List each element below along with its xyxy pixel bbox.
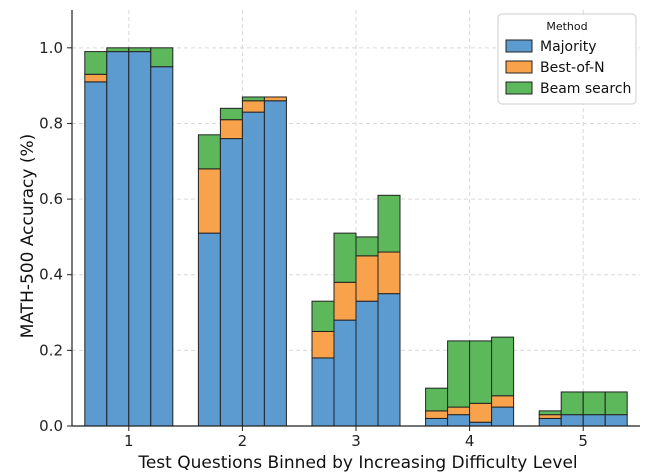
bar-segment-best-of-n xyxy=(311,330,335,359)
bar-segment-majority xyxy=(197,232,221,427)
x-tick-label: 2 xyxy=(238,432,248,450)
legend-swatch xyxy=(505,39,533,53)
bar-segment-best-of-n xyxy=(355,255,379,302)
x-tick-label: 4 xyxy=(465,432,475,450)
legend-title: Method xyxy=(546,20,587,33)
bar-segment-best-of-n xyxy=(538,414,562,419)
x-tick-label: 1 xyxy=(124,432,134,450)
y-tick-label: 0.4 xyxy=(39,266,63,284)
bar-segment-beam-search xyxy=(538,410,562,416)
bar-segment-majority xyxy=(491,406,515,427)
bar-segment-best-of-n xyxy=(377,251,401,295)
bar-segment-beam-search xyxy=(469,340,493,404)
bar-segment-majority xyxy=(538,417,562,427)
bar-segment-best-of-n xyxy=(469,402,493,423)
y-tick-label: 0.8 xyxy=(39,114,63,132)
y-tick-label: 1.0 xyxy=(39,39,63,57)
bar-segment-majority xyxy=(604,414,628,427)
bar-segment-majority xyxy=(128,51,152,427)
legend: Method Majority Best-of-N Beam search xyxy=(497,13,637,105)
y-tick-label: 0.0 xyxy=(39,417,63,435)
legend-swatch xyxy=(505,81,533,95)
x-tick-label: 3 xyxy=(351,432,361,450)
x-ticks: 1 2 3 4 5 xyxy=(124,426,588,450)
bar-segment-best-of-n xyxy=(263,96,287,102)
bar-segment-beam-search xyxy=(333,232,357,283)
bars xyxy=(84,47,628,427)
y-axis-label: MATH-500 Accuracy (%) xyxy=(18,134,38,339)
legend-entry-label: Majority xyxy=(540,39,597,55)
bar-segment-beam-search xyxy=(582,391,606,416)
bar-segment-beam-search xyxy=(604,391,628,416)
y-tick-label: 0.6 xyxy=(39,190,63,208)
bar-segment-beam-search xyxy=(311,300,335,332)
bar-segment-majority xyxy=(150,66,174,427)
bar-segment-majority xyxy=(333,319,357,427)
legend-items: Majority Best-of-N Beam search xyxy=(505,39,631,97)
bar-segment-majority xyxy=(582,414,606,427)
y-ticks: 0.0 0.2 0.4 0.6 0.8 1.0 xyxy=(39,39,72,435)
bar-segment-majority xyxy=(263,100,287,427)
bar-segment-majority xyxy=(425,417,449,427)
bar-segment-beam-search xyxy=(84,51,108,75)
bar-segment-majority xyxy=(84,81,108,427)
bar-segment-best-of-n xyxy=(491,395,515,408)
bar-segment-beam-search xyxy=(128,47,152,53)
bar-segment-best-of-n xyxy=(219,119,243,140)
x-axis-label: Test Questions Binned by Increasing Diff… xyxy=(137,453,577,473)
bar-segment-best-of-n xyxy=(241,100,265,113)
y-tick-label: 0.2 xyxy=(39,341,63,359)
bar-segment-beam-search xyxy=(447,340,471,408)
bar-segment-majority xyxy=(355,300,379,427)
bar-segment-best-of-n xyxy=(333,281,357,321)
bar-segment-majority xyxy=(377,293,401,427)
bar-segment-beam-search xyxy=(425,387,449,412)
bar-segment-beam-search xyxy=(491,336,515,397)
bar-segment-beam-search xyxy=(377,194,401,253)
bar-segment-beam-search xyxy=(150,47,174,68)
bar-segment-beam-search xyxy=(219,107,243,121)
x-tick-label: 5 xyxy=(578,432,588,450)
bar-segment-majority xyxy=(311,357,335,427)
bar-segment-majority xyxy=(106,51,130,427)
bar-segment-best-of-n xyxy=(197,168,221,234)
bar-segment-beam-search xyxy=(560,391,584,416)
legend-entry-label: Beam search xyxy=(540,81,631,97)
bar-segment-best-of-n xyxy=(84,73,108,83)
bar-segment-beam-search xyxy=(197,134,221,170)
bar-segment-majority xyxy=(219,138,243,427)
bar-segment-beam-search xyxy=(241,96,265,102)
legend-entry-label: Best-of-N xyxy=(540,60,605,76)
bar-segment-majority xyxy=(560,414,584,427)
bar-segment-majority xyxy=(447,414,471,427)
legend-swatch xyxy=(505,60,533,74)
bar-segment-beam-search xyxy=(106,47,130,53)
bar-segment-beam-search xyxy=(355,236,379,257)
bar-segment-best-of-n xyxy=(425,410,449,419)
bar-segment-best-of-n xyxy=(447,406,471,416)
bar-segment-majority xyxy=(241,111,265,427)
